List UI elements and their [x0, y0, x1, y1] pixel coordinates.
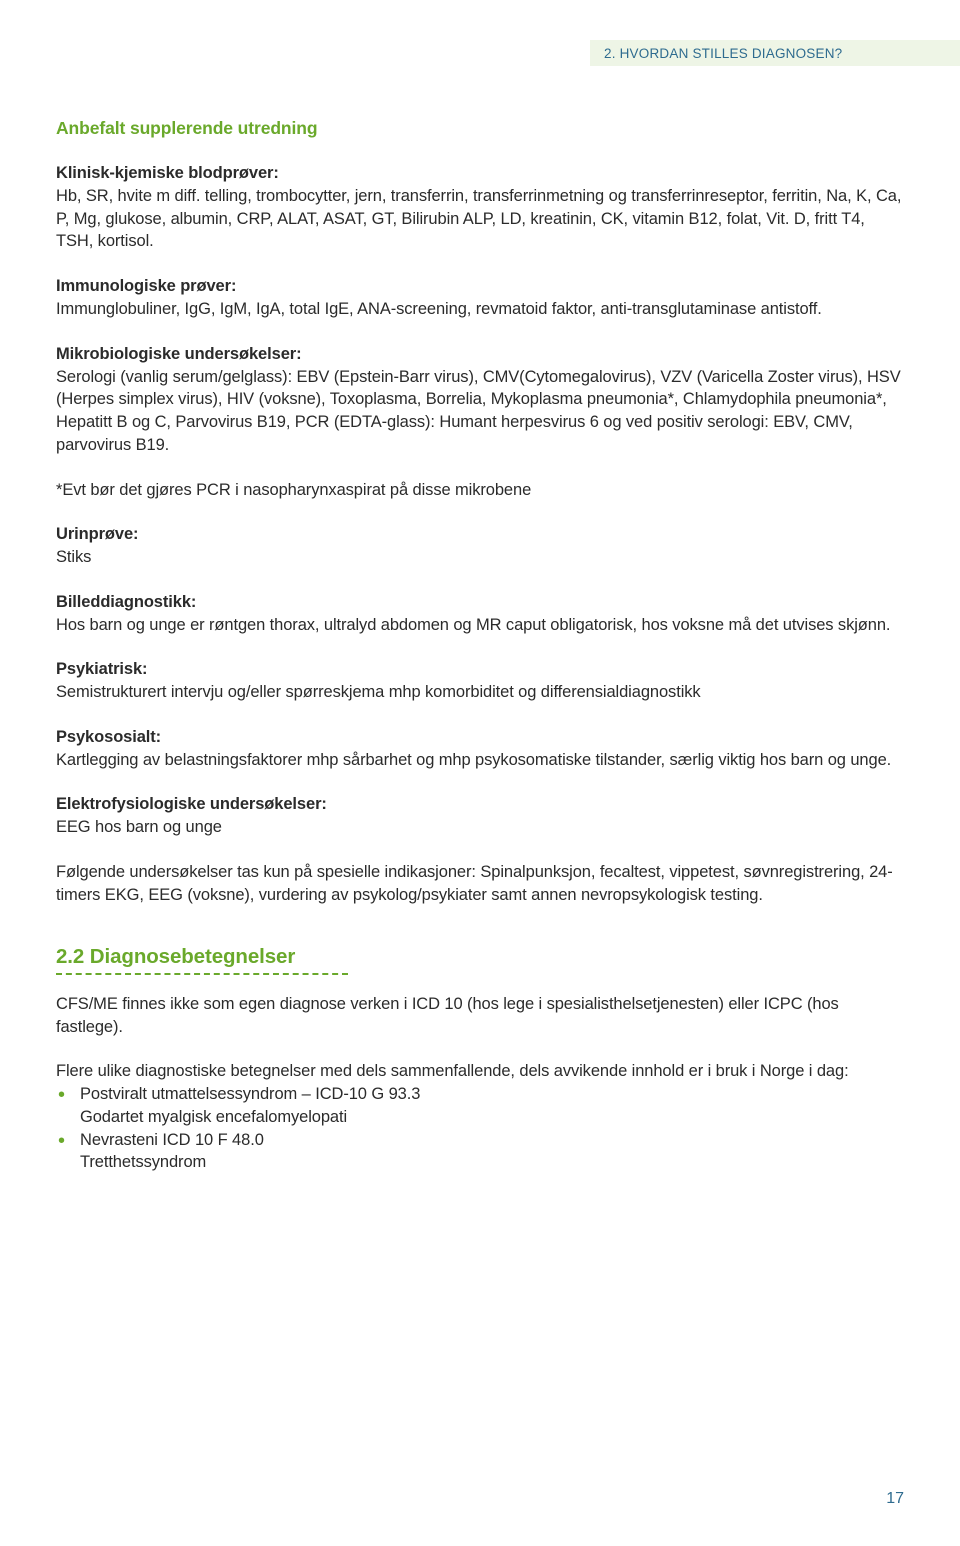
chapter-label: 2. HVORDAN STILLES DIAGNOSEN?: [604, 46, 842, 61]
bullet-0-line2: Godartet myalgisk encefalomyelopati: [80, 1108, 347, 1126]
chapter-header: 2. HVORDAN STILLES DIAGNOSEN?: [590, 40, 960, 66]
klinisk-label: Klinisk-kjemiske blodprøver:: [56, 162, 904, 185]
urin-label: Urinprøve:: [56, 523, 904, 546]
section-immunologiske: Immunologiske prøver: Immunglobuliner, I…: [56, 275, 904, 321]
bullet-1-line2: Tretthetssyndrom: [80, 1153, 206, 1171]
list-item: Nevrasteni ICD 10 F 48.0: [56, 1129, 904, 1152]
urin-body: Stiks: [56, 546, 904, 569]
page-title: Anbefalt supplerende utredning: [56, 116, 904, 140]
section-heading-underline: [56, 973, 348, 975]
content-area: Anbefalt supplerende utredning Klinisk-k…: [56, 116, 904, 1174]
section-psykososialt: Psykososialt: Kartlegging av belastnings…: [56, 726, 904, 772]
section-billed: Billeddiagnostikk: Hos barn og unge er r…: [56, 591, 904, 637]
klinisk-body: Hb, SR, hvite m diff. telling, trombocyt…: [56, 185, 904, 253]
psykososialt-body: Kartlegging av belastningsfaktorer mhp s…: [56, 749, 904, 772]
list-item: Godartet myalgisk encefalomyelopati: [56, 1106, 904, 1129]
section-urin: Urinprøve: Stiks: [56, 523, 904, 569]
mikrobiologiske-body: Serologi (vanlig serum/gelglass): EBV (E…: [56, 366, 904, 457]
section-elektro: Elektrofysiologiske undersøkelser: EEG h…: [56, 793, 904, 839]
pcr-note: *Evt bør det gjøres PCR i nasopharynxasp…: [56, 479, 904, 502]
followup-text: Følgende undersøkelser tas kun på spesie…: [56, 861, 904, 907]
section-klinisk: Klinisk-kjemiske blodprøver: Hb, SR, hvi…: [56, 162, 904, 253]
billed-body: Hos barn og unge er røntgen thorax, ultr…: [56, 614, 904, 637]
elektro-body: EEG hos barn og unge: [56, 816, 904, 839]
section-2-2-heading: 2.2 Diagnosebetegnelser: [56, 943, 904, 971]
s22-para1: CFS/ME finnes ikke som egen diagnose ver…: [56, 993, 904, 1039]
mikrobiologiske-label: Mikrobiologiske undersøkelser:: [56, 343, 904, 366]
list-item: Tretthetssyndrom: [56, 1151, 904, 1174]
section-psykiatrisk: Psykiatrisk: Semistrukturert intervju og…: [56, 658, 904, 704]
list-item: Postviralt utmattelsessyndrom – ICD-10 G…: [56, 1083, 904, 1106]
elektro-label: Elektrofysiologiske undersøkelser:: [56, 793, 904, 816]
psykososialt-label: Psykososialt:: [56, 726, 904, 749]
page-container: Anbefalt supplerende utredning Klinisk-k…: [0, 0, 960, 1174]
bullet-1-line1: Nevrasteni ICD 10 F 48.0: [80, 1131, 264, 1149]
bullet-0-line1: Postviralt utmattelsessyndrom – ICD-10 G…: [80, 1085, 420, 1103]
page-number: 17: [886, 1490, 904, 1508]
immunologiske-label: Immunologiske prøver:: [56, 275, 904, 298]
s22-para2: Flere ulike diagnostiske betegnelser med…: [56, 1060, 904, 1083]
psykiatrisk-label: Psykiatrisk:: [56, 658, 904, 681]
immunologiske-body: Immunglobuliner, IgG, IgM, IgA, total Ig…: [56, 298, 904, 321]
diagnosis-list: Postviralt utmattelsessyndrom – ICD-10 G…: [56, 1083, 904, 1174]
section-mikrobiologiske: Mikrobiologiske undersøkelser: Serologi …: [56, 343, 904, 457]
psykiatrisk-body: Semistrukturert intervju og/eller spørre…: [56, 681, 904, 704]
billed-label: Billeddiagnostikk:: [56, 591, 904, 614]
